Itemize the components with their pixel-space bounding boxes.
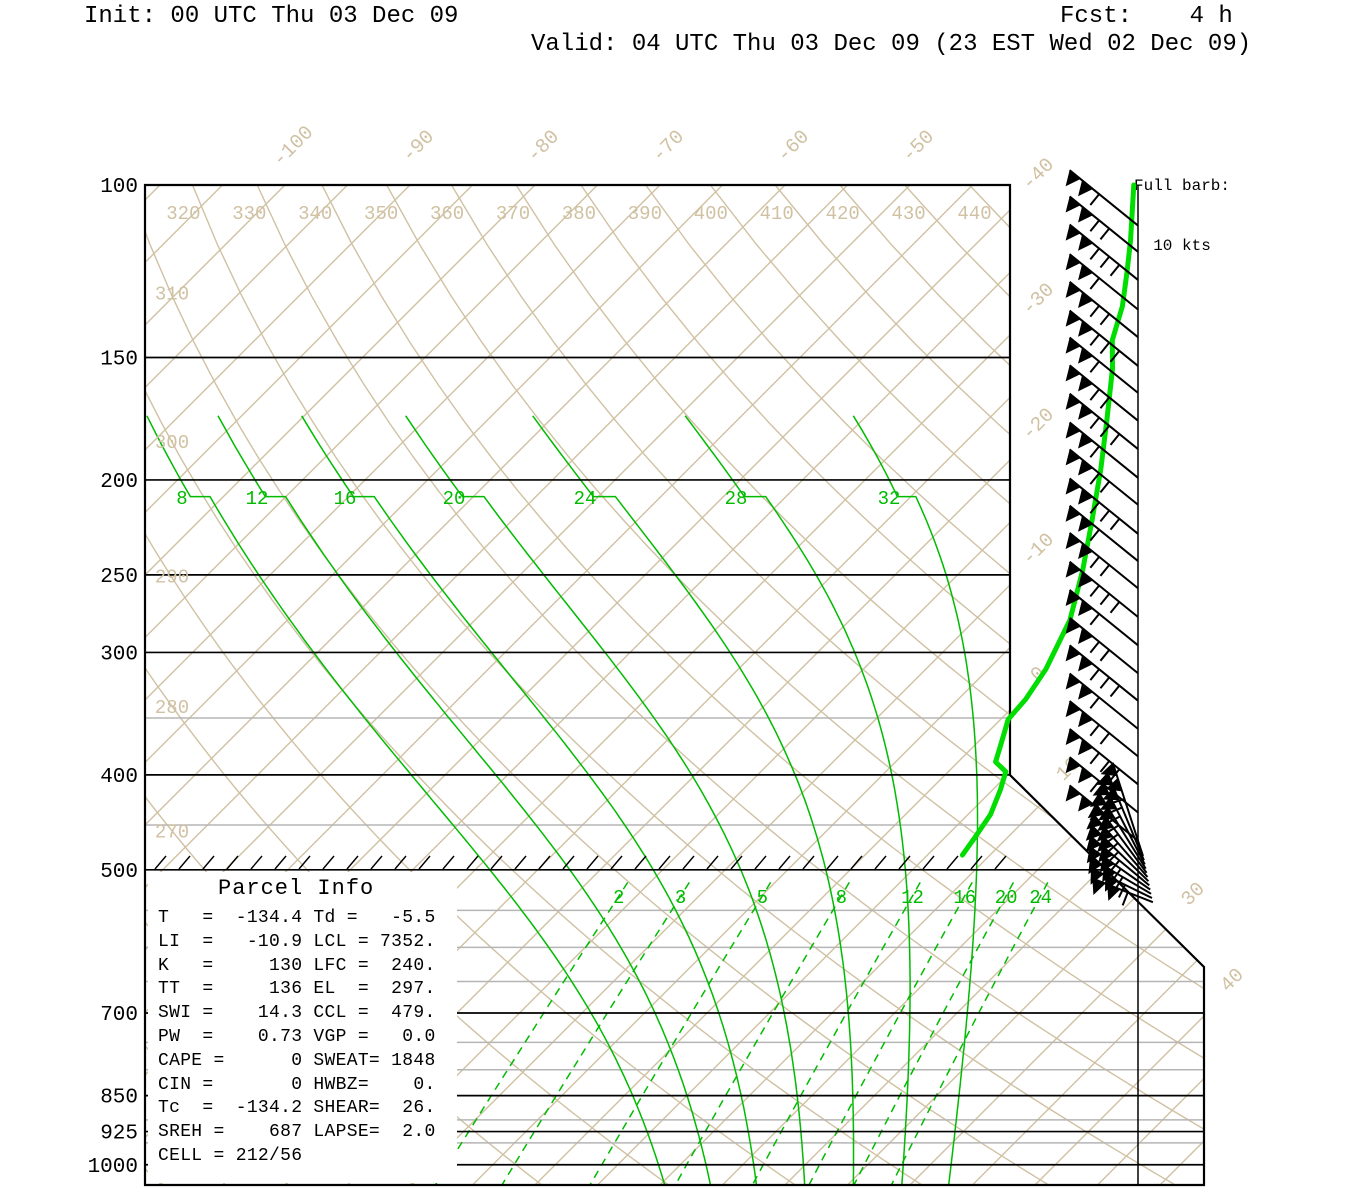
wind-legend-line1: Full barb: [1133, 177, 1230, 195]
mixing-ratio-labels: 2 3 5 8 12 16 20 24 [613, 887, 1052, 909]
svg-text:410: 410 [760, 203, 794, 225]
svg-text:390: 390 [628, 203, 662, 225]
svg-text:-50: -50 [898, 126, 940, 168]
svg-text:-100: -100 [269, 122, 319, 172]
svg-text:250: 250 [100, 566, 138, 589]
svg-text:24: 24 [574, 488, 597, 510]
init-time-label: Init: 00 UTC Thu 03 Dec 09 [84, 3, 459, 30]
svg-text:270: 270 [155, 822, 189, 844]
svg-text:380: 380 [562, 203, 596, 225]
moist-adiabat-labels: 8 12 16 20 24 28 32 [176, 488, 900, 510]
svg-text:3: 3 [675, 887, 686, 909]
svg-text:850: 850 [100, 1087, 138, 1110]
svg-text:-30: -30 [1018, 279, 1060, 321]
svg-text:430: 430 [891, 203, 925, 225]
svg-text:12: 12 [246, 488, 269, 510]
svg-text:700: 700 [100, 1004, 138, 1027]
dry-adiabat-labels: 320 330 340 350 360 370 380 390 400 410 420 430 440 3… [155, 203, 992, 844]
svg-text:40: 40 [1216, 964, 1249, 997]
svg-text:-40: -40 [1018, 154, 1060, 196]
svg-text:925: 925 [100, 1123, 138, 1146]
plot-frame [143, 183, 1206, 1187]
svg-text:28: 28 [725, 488, 748, 510]
svg-text:400: 400 [694, 203, 728, 225]
svg-text:2: 2 [613, 887, 624, 909]
svg-text:420: 420 [826, 203, 860, 225]
svg-text:400: 400 [100, 766, 138, 789]
svg-text:100: 100 [100, 176, 138, 199]
svg-text:20: 20 [443, 488, 466, 510]
svg-text:320: 320 [166, 203, 200, 225]
svg-text:280: 280 [155, 697, 189, 719]
svg-text:24: 24 [1029, 887, 1052, 909]
moist-adiabat-lines [146, 415, 979, 1185]
parcel-info-mask [148, 872, 457, 1183]
parcel-info-values: T = -134.4 Td = -5.5 LI = -10.9 LCL = 73… [158, 908, 436, 1166]
svg-text:30: 30 [1177, 878, 1210, 911]
svg-text:-10: -10 [1018, 529, 1060, 571]
wind-barb-legend: Full barb: 10 kts [1092, 136, 1272, 296]
svg-text:32: 32 [878, 488, 901, 510]
svg-text:12: 12 [901, 887, 924, 909]
svg-text:5: 5 [757, 887, 768, 909]
svg-text:20: 20 [995, 887, 1018, 909]
svg-text:360: 360 [430, 203, 464, 225]
svg-text:-60: -60 [773, 126, 815, 168]
svg-text:-80: -80 [523, 126, 565, 168]
forecast-hour-label: Fcst: 4 h [1060, 3, 1233, 30]
wind-legend-line2: 10 kts [1153, 237, 1211, 255]
svg-text:200: 200 [100, 471, 138, 494]
svg-text:290: 290 [155, 567, 189, 589]
svg-text:16: 16 [953, 887, 976, 909]
svg-text:370: 370 [496, 203, 530, 225]
svg-text:310: 310 [155, 283, 189, 305]
parcel-info-panel: Parcel Info T = -134.4 Td = -5.5 LI = -1… [158, 876, 458, 1169]
svg-text:150: 150 [100, 349, 138, 372]
svg-text:340: 340 [298, 203, 332, 225]
svg-text:1000: 1000 [88, 1156, 138, 1179]
svg-text:300: 300 [100, 643, 138, 666]
svg-text:300: 300 [155, 432, 189, 454]
svg-text:8: 8 [836, 887, 847, 909]
svg-text:8: 8 [176, 488, 187, 510]
svg-text:-70: -70 [648, 126, 690, 168]
wind-barbs [1065, 169, 1154, 906]
svg-text:440: 440 [957, 203, 991, 225]
svg-text:500: 500 [100, 861, 138, 884]
svg-text:350: 350 [364, 203, 398, 225]
svg-text:330: 330 [232, 203, 266, 225]
pressure-axis-labels: 100 150 200 250 300 400 500 700 850 925 1000 [88, 176, 138, 1179]
valid-time-label: Valid: 04 UTC Thu 03 Dec 09 (23 EST Wed … [531, 31, 1252, 58]
parcel-info-title: Parcel Info [218, 876, 375, 901]
mixing-ratio-lines [430, 881, 1049, 1185]
svg-text:-90: -90 [398, 126, 440, 168]
parcel-mask [148, 872, 457, 1183]
svg-text:16: 16 [334, 488, 357, 510]
svg-text:-20: -20 [1018, 404, 1060, 446]
surface-hatch-marks [154, 855, 1007, 870]
